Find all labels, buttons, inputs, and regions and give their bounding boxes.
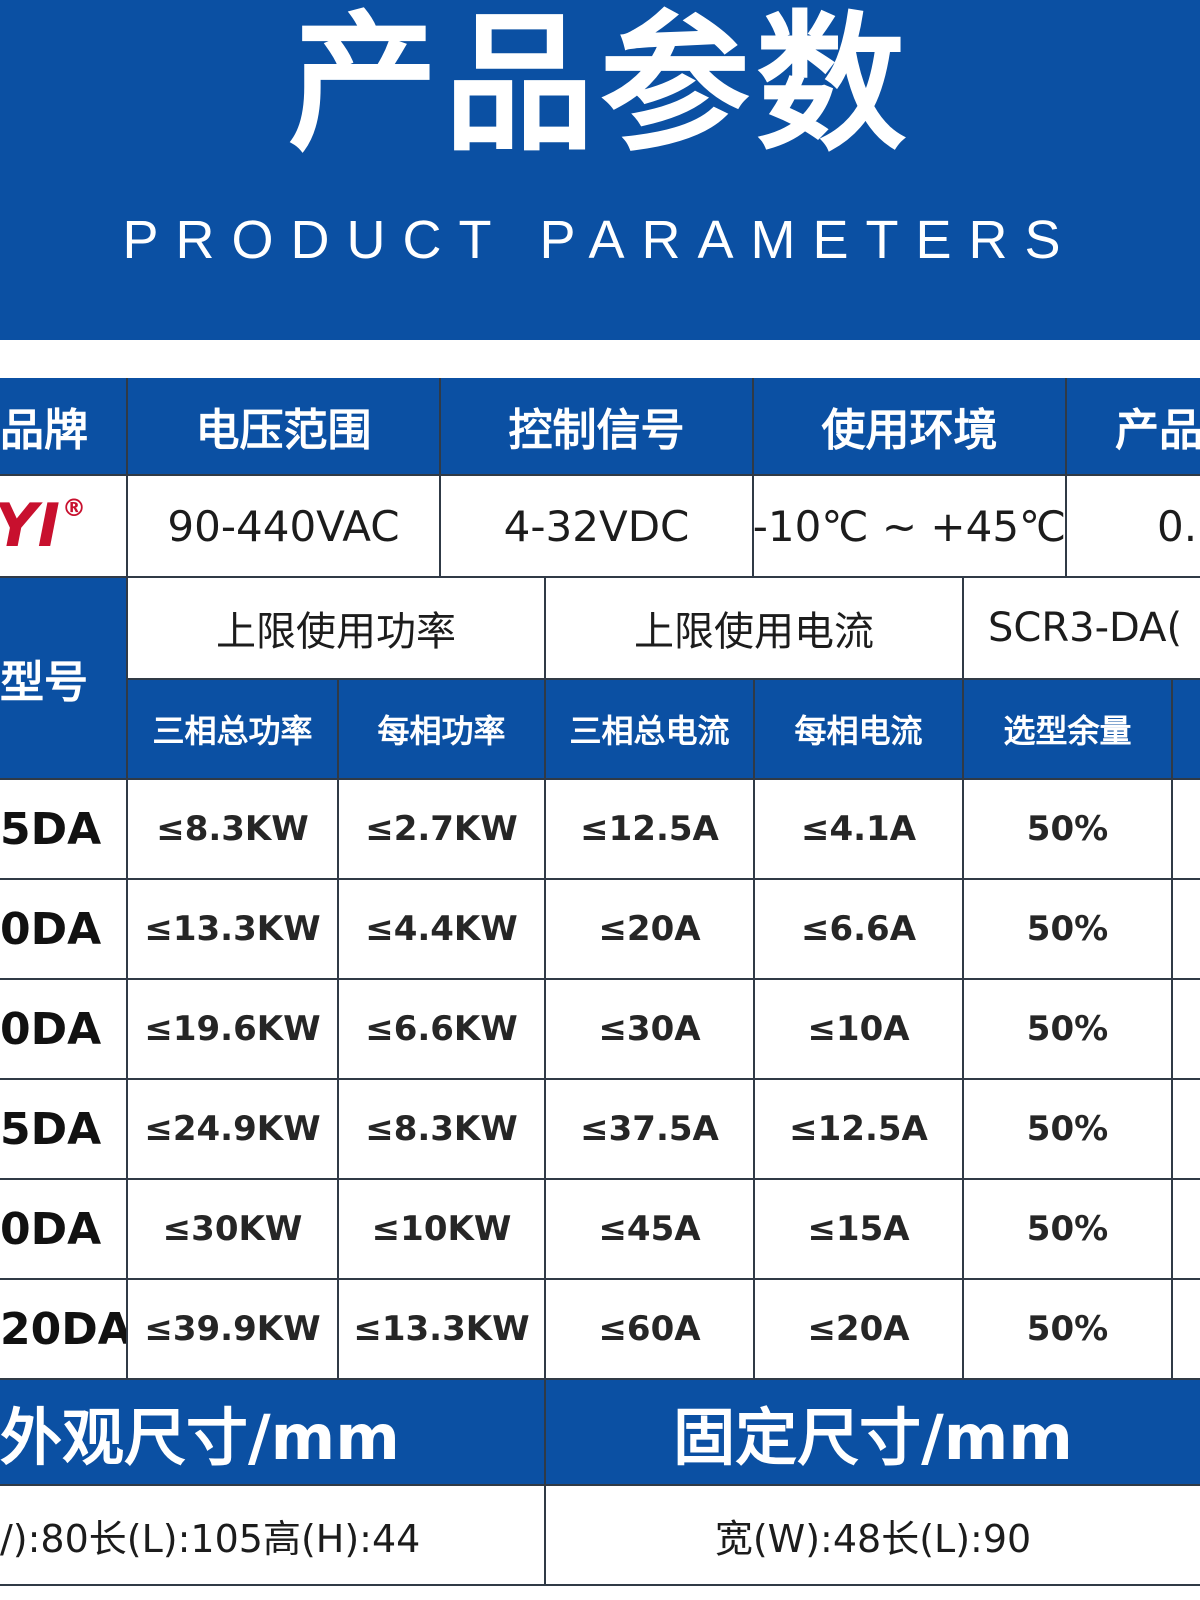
subheader-phase-power: 每相功率 <box>339 680 546 780</box>
subheader-extra <box>1173 680 1200 780</box>
total-current-cell: ≤37.5A <box>546 1080 755 1180</box>
total-current-cell: ≤45A <box>546 1180 755 1280</box>
phase-current-cell: ≤12.5A <box>755 1080 964 1180</box>
registered-mark: ® <box>62 494 86 522</box>
group-header-power: 上限使用功率 <box>128 578 546 680</box>
total-power-cell: ≤19.6KW <box>128 980 339 1080</box>
model-cell: 5DA <box>0 1080 128 1180</box>
margin-cell: 50% <box>964 1180 1173 1280</box>
phase-power-cell: ≤6.6KW <box>339 980 546 1080</box>
brand-logo: YI ® <box>0 476 128 578</box>
outer-dimensions-header: 外观尺寸/mm <box>0 1380 546 1486</box>
model-cell: 0DA <box>0 1180 128 1280</box>
phase-current-cell: ≤15A <box>755 1180 964 1280</box>
total-power-cell: ≤30KW <box>128 1180 339 1280</box>
margin-cell: 50% <box>964 780 1173 880</box>
model-cell: 5DA <box>0 780 128 880</box>
group-header-model: SCR3-DA( <box>964 578 1200 680</box>
environment-value: -10℃ ~ +45℃ <box>754 476 1067 578</box>
phase-current-cell: ≤6.6A <box>755 880 964 980</box>
phase-power-cell: ≤2.7KW <box>339 780 546 880</box>
phase-current-cell: ≤20A <box>755 1280 964 1380</box>
total-power-cell: ≤13.3KW <box>128 880 339 980</box>
brand-logo-text: YI <box>0 491 60 561</box>
total-power-cell: ≤24.9KW <box>128 1080 339 1180</box>
group-header-current: 上限使用电流 <box>546 578 964 680</box>
margin-cell: 50% <box>964 980 1173 1080</box>
model-cell: 0DA <box>0 980 128 1080</box>
header-brand: 品牌 <box>0 378 128 476</box>
total-current-cell: ≤20A <box>546 880 755 980</box>
header-voltage: 电压范围 <box>128 378 441 476</box>
fixing-dimensions-header: 固定尺寸/mm <box>546 1380 1200 1486</box>
model-cell: 0DA <box>0 880 128 980</box>
subheader-margin: 选型余量 <box>964 680 1173 780</box>
phase-power-cell: ≤8.3KW <box>339 1080 546 1180</box>
header-model: 型号 <box>0 578 128 780</box>
extra-cell <box>1173 1180 1200 1280</box>
phase-current-cell: ≤10A <box>755 980 964 1080</box>
voltage-value: 90-440VAC <box>128 476 441 578</box>
total-current-cell: ≤30A <box>546 980 755 1080</box>
phase-power-cell: ≤13.3KW <box>339 1280 546 1380</box>
extra-cell <box>1173 1080 1200 1180</box>
control-signal-value: 4-32VDC <box>441 476 754 578</box>
extra-cell <box>1173 880 1200 980</box>
model-cell: 20DA <box>0 1280 128 1380</box>
total-power-cell: ≤8.3KW <box>128 780 339 880</box>
spacer <box>0 340 1200 378</box>
total-power-cell: ≤39.9KW <box>128 1280 339 1380</box>
product-value: 0. <box>1067 476 1200 578</box>
extra-cell <box>1173 1280 1200 1380</box>
page-subtitle: PRODUCT PARAMETERS <box>122 210 1078 270</box>
phase-power-cell: ≤10KW <box>339 1180 546 1280</box>
fixing-dimensions-value: 宽(W):48长(L):90 <box>546 1486 1200 1586</box>
total-current-cell: ≤60A <box>546 1280 755 1380</box>
extra-cell <box>1173 980 1200 1080</box>
subheader-total-power: 三相总功率 <box>128 680 339 780</box>
phase-power-cell: ≤4.4KW <box>339 880 546 980</box>
header-environment: 使用环境 <box>754 378 1067 476</box>
extra-cell <box>1173 780 1200 880</box>
subheader-total-current: 三相总电流 <box>546 680 755 780</box>
header-control-signal: 控制信号 <box>441 378 754 476</box>
header-product: 产品 <box>1067 378 1200 476</box>
margin-cell: 50% <box>964 1080 1173 1180</box>
total-current-cell: ≤12.5A <box>546 780 755 880</box>
phase-current-cell: ≤4.1A <box>755 780 964 880</box>
subheader-phase-current: 每相电流 <box>755 680 964 780</box>
outer-dimensions-value: /):80长(L):105高(H):44 <box>0 1486 546 1586</box>
page-title: 产品参数 <box>287 0 912 172</box>
header-banner: 产品参数 PRODUCT PARAMETERS <box>0 0 1200 340</box>
margin-cell: 50% <box>964 880 1173 980</box>
margin-cell: 50% <box>964 1280 1173 1380</box>
